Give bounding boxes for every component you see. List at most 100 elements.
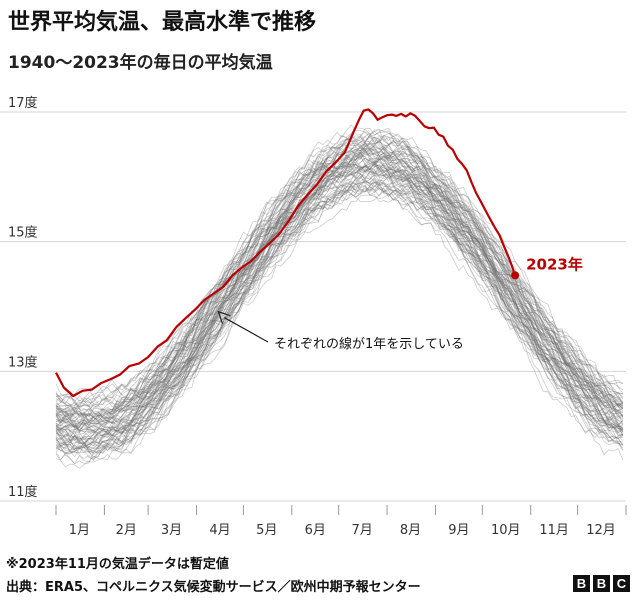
- year-line: [55, 165, 624, 442]
- year-line: [55, 164, 624, 445]
- logo-letter: B: [573, 575, 590, 592]
- year-line: [55, 158, 624, 439]
- x-tick-label: 4月: [209, 523, 230, 538]
- year-line: [55, 164, 624, 437]
- year-line: [55, 190, 624, 460]
- annotation-arrow-head: [217, 310, 231, 324]
- year-line: [55, 185, 624, 465]
- year-line: [55, 151, 624, 429]
- year-line: [55, 141, 624, 429]
- year-line: [55, 149, 624, 426]
- year-line: [55, 129, 624, 420]
- year-line: [55, 146, 624, 428]
- year-line: [55, 164, 624, 445]
- chart-subtitle: 1940〜2023年の毎日の平均気温: [8, 53, 273, 73]
- year-line: [55, 159, 624, 435]
- year-line: [55, 143, 624, 424]
- bbc-logo: B B C: [573, 575, 630, 592]
- year-line: [55, 169, 624, 447]
- year-line: [55, 165, 624, 450]
- year-line: [55, 148, 624, 428]
- year-line: [55, 134, 623, 417]
- year-line: [55, 180, 624, 454]
- year-line: [55, 147, 624, 424]
- x-tick-label: 5月: [256, 523, 277, 538]
- x-tick-label: 6月: [305, 523, 326, 538]
- year-line: [55, 185, 623, 461]
- year-line: [55, 169, 624, 455]
- background-year-lines: [55, 124, 624, 469]
- year-line: [55, 157, 624, 431]
- y-tick-label: 11度: [8, 484, 38, 500]
- year-line: [55, 167, 624, 447]
- series-endpoint-2023: [511, 271, 520, 280]
- year-line: [55, 148, 624, 432]
- year-line: [55, 178, 624, 458]
- footer-note: ※2023年11月の気温データは暫定値: [6, 557, 229, 572]
- year-line: [55, 141, 624, 418]
- year-line: [55, 127, 624, 398]
- year-line: [55, 127, 624, 408]
- year-line: [55, 184, 624, 460]
- year-line: [55, 175, 624, 445]
- year-line: [55, 177, 624, 455]
- y-tick-label: 15度: [8, 225, 38, 241]
- x-axis: 1月 2月 3月 4月 5月 6月 7月 8月 9月 10月 11月 12月: [0, 500, 627, 538]
- year-line: [55, 148, 624, 439]
- x-tick-label: 10月: [491, 523, 521, 538]
- year-line: [55, 147, 624, 431]
- year-line: [55, 163, 624, 443]
- year-line: [55, 164, 624, 445]
- year-line: [55, 134, 624, 417]
- year-line: [55, 168, 623, 450]
- footer-source: 出典：ERA5、コペルニクス気候変動サービス／欧州中期予報センター: [6, 580, 421, 595]
- year-line: [55, 124, 624, 404]
- year-line: [55, 153, 624, 428]
- year-line: [55, 176, 624, 454]
- annotation-arrow-line: [224, 317, 269, 343]
- series-label-2023: 2023年: [526, 255, 583, 273]
- y-axis-labels: 17度 15度 13度 11度: [8, 95, 38, 500]
- year-line: [55, 148, 624, 424]
- year-line: [55, 157, 624, 435]
- year-line: [55, 153, 623, 441]
- year-line: [55, 162, 624, 445]
- x-tick-label: 9月: [448, 523, 469, 538]
- year-line: [56, 134, 623, 413]
- year-line: [55, 173, 623, 452]
- year-line: [55, 130, 623, 408]
- year-line: [55, 132, 624, 414]
- x-tick-label: 8月: [400, 523, 421, 538]
- year-line: [55, 132, 624, 410]
- year-line: [55, 175, 624, 465]
- year-line: [55, 160, 624, 433]
- year-line: [55, 175, 624, 454]
- logo-letter: B: [593, 575, 610, 592]
- year-line: [55, 140, 623, 417]
- chart-title: 世界平均気温、最高水準で推移: [8, 10, 317, 35]
- year-line: [55, 163, 624, 446]
- year-line: [55, 135, 624, 417]
- x-tick-label: 3月: [161, 523, 182, 538]
- year-line: [55, 173, 624, 455]
- x-tick-label: 11月: [539, 523, 569, 538]
- year-line: [55, 145, 624, 420]
- x-tick-label: 7月: [351, 523, 372, 538]
- year-line: [55, 193, 624, 469]
- year-line: [55, 178, 624, 450]
- year-line: [55, 152, 623, 427]
- year-line: [55, 151, 624, 434]
- year-line: [55, 139, 624, 420]
- x-tick-label: 2月: [116, 523, 137, 538]
- year-line: [55, 159, 624, 432]
- x-tick-label: 12月: [586, 523, 616, 538]
- year-line: [55, 150, 624, 423]
- year-line: [55, 161, 624, 440]
- x-tick-label: 1月: [69, 523, 90, 538]
- year-line: [55, 130, 624, 407]
- year-line: [55, 164, 624, 446]
- year-line: [55, 181, 624, 460]
- year-line: [55, 138, 624, 408]
- year-line: [55, 175, 624, 454]
